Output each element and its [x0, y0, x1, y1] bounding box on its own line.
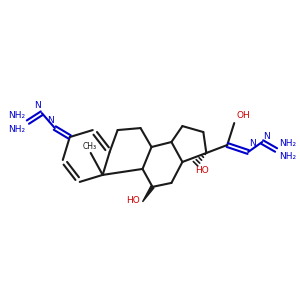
Text: NH₂: NH₂ [279, 152, 296, 161]
Text: NH₂: NH₂ [8, 111, 25, 120]
Text: HO: HO [195, 166, 209, 175]
Text: NH₂: NH₂ [279, 139, 296, 148]
Text: N: N [263, 132, 270, 141]
Text: CH₃: CH₃ [82, 142, 97, 151]
Text: N: N [34, 101, 41, 110]
Polygon shape [142, 186, 154, 202]
Text: N: N [249, 139, 256, 148]
Text: HO: HO [126, 196, 140, 205]
Text: OH: OH [236, 111, 250, 120]
Text: N: N [47, 116, 54, 125]
Text: NH₂: NH₂ [8, 124, 25, 134]
